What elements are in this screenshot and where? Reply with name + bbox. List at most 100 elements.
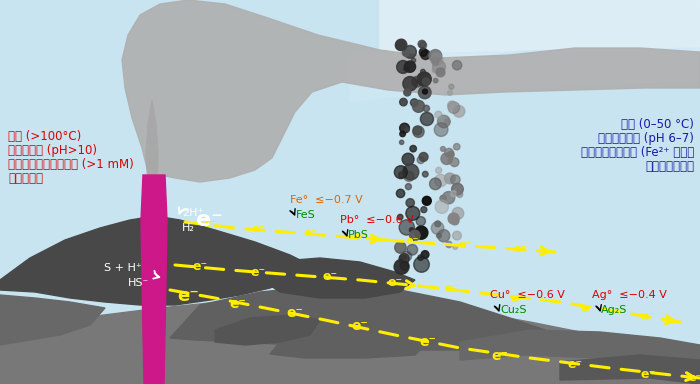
Text: Cu₂S: Cu₂S [500, 305, 526, 315]
Circle shape [453, 106, 465, 117]
Polygon shape [122, 0, 700, 182]
Circle shape [405, 61, 416, 72]
Circle shape [400, 40, 405, 44]
Text: e⁻: e⁻ [640, 311, 656, 323]
Text: H₂: H₂ [182, 223, 195, 233]
Text: 初期地球の海水: 初期地球の海水 [645, 160, 694, 173]
Text: HS⁻: HS⁻ [127, 278, 149, 288]
Circle shape [395, 41, 405, 50]
Circle shape [421, 251, 429, 258]
Circle shape [423, 89, 428, 94]
Text: e⁻: e⁻ [491, 349, 508, 363]
Circle shape [398, 172, 405, 178]
Circle shape [407, 245, 418, 255]
Circle shape [440, 195, 447, 202]
Circle shape [402, 251, 412, 261]
Circle shape [422, 171, 428, 177]
Polygon shape [380, 0, 700, 72]
Text: e⁻: e⁻ [193, 260, 208, 273]
Polygon shape [460, 330, 700, 368]
Circle shape [402, 49, 409, 56]
Circle shape [396, 189, 405, 198]
Text: PbS: PbS [348, 230, 369, 240]
Circle shape [403, 164, 419, 180]
Circle shape [413, 126, 424, 137]
Circle shape [421, 70, 425, 74]
Circle shape [419, 48, 428, 56]
Polygon shape [350, 48, 700, 102]
Circle shape [454, 144, 460, 150]
Circle shape [399, 254, 409, 264]
Text: S + H⁺: S + H⁺ [104, 263, 142, 273]
Polygon shape [170, 285, 545, 350]
Text: e⁻: e⁻ [203, 219, 217, 229]
Circle shape [418, 255, 424, 260]
Text: e⁻: e⁻ [251, 265, 265, 278]
Text: e⁻: e⁻ [286, 306, 303, 320]
Circle shape [449, 84, 454, 89]
Circle shape [394, 259, 409, 274]
Circle shape [400, 131, 405, 137]
Circle shape [400, 98, 407, 106]
Polygon shape [560, 355, 700, 384]
Text: Pb°  ≤−0.6 V: Pb° ≤−0.6 V [340, 215, 414, 225]
Circle shape [421, 113, 433, 126]
Circle shape [402, 76, 417, 91]
Circle shape [414, 257, 429, 272]
Circle shape [442, 192, 455, 204]
Text: e⁻: e⁻ [640, 367, 656, 381]
Polygon shape [0, 295, 700, 384]
Text: Ag°  ≤−0.4 V: Ag° ≤−0.4 V [592, 290, 667, 300]
Circle shape [447, 151, 454, 158]
Text: アルカリ性 (pH>10): アルカリ性 (pH>10) [8, 144, 97, 157]
Circle shape [451, 175, 460, 185]
Circle shape [398, 214, 403, 220]
Circle shape [410, 99, 418, 106]
Circle shape [437, 233, 441, 238]
Circle shape [413, 126, 422, 135]
Circle shape [438, 115, 450, 128]
Circle shape [450, 158, 459, 167]
Circle shape [421, 207, 427, 213]
Circle shape [435, 111, 442, 118]
Circle shape [423, 105, 430, 112]
Circle shape [435, 200, 449, 214]
Text: 低温 (0–50 °C): 低温 (0–50 °C) [621, 118, 694, 131]
Circle shape [410, 230, 420, 241]
Text: e⁻: e⁻ [688, 373, 700, 383]
Polygon shape [215, 315, 320, 345]
Text: e⁻: e⁻ [303, 228, 316, 238]
Circle shape [435, 221, 441, 227]
Circle shape [435, 167, 442, 174]
Circle shape [440, 147, 445, 151]
Circle shape [451, 217, 459, 225]
Polygon shape [270, 332, 430, 358]
Circle shape [412, 76, 423, 87]
Circle shape [447, 90, 452, 95]
Circle shape [394, 166, 407, 179]
Circle shape [433, 60, 445, 73]
Text: 熱水の噴出: 熱水の噴出 [8, 172, 43, 185]
Circle shape [456, 191, 463, 197]
Circle shape [404, 171, 414, 181]
Text: e⁻: e⁻ [419, 335, 436, 349]
Text: e⁻: e⁻ [177, 287, 199, 305]
Circle shape [399, 220, 414, 235]
Text: e⁻: e⁻ [444, 283, 460, 296]
Circle shape [448, 101, 456, 110]
Circle shape [422, 78, 430, 85]
Circle shape [418, 40, 426, 48]
Text: e⁻: e⁻ [513, 244, 526, 254]
Polygon shape [146, 100, 158, 182]
Circle shape [402, 153, 414, 165]
Circle shape [410, 146, 416, 152]
Circle shape [421, 79, 426, 84]
Text: Ag₂S: Ag₂S [601, 305, 627, 315]
Circle shape [421, 50, 430, 60]
Circle shape [397, 60, 410, 73]
Text: FeS: FeS [296, 210, 316, 220]
Circle shape [405, 127, 409, 132]
Circle shape [453, 231, 461, 240]
Circle shape [432, 59, 439, 65]
Circle shape [412, 100, 424, 112]
